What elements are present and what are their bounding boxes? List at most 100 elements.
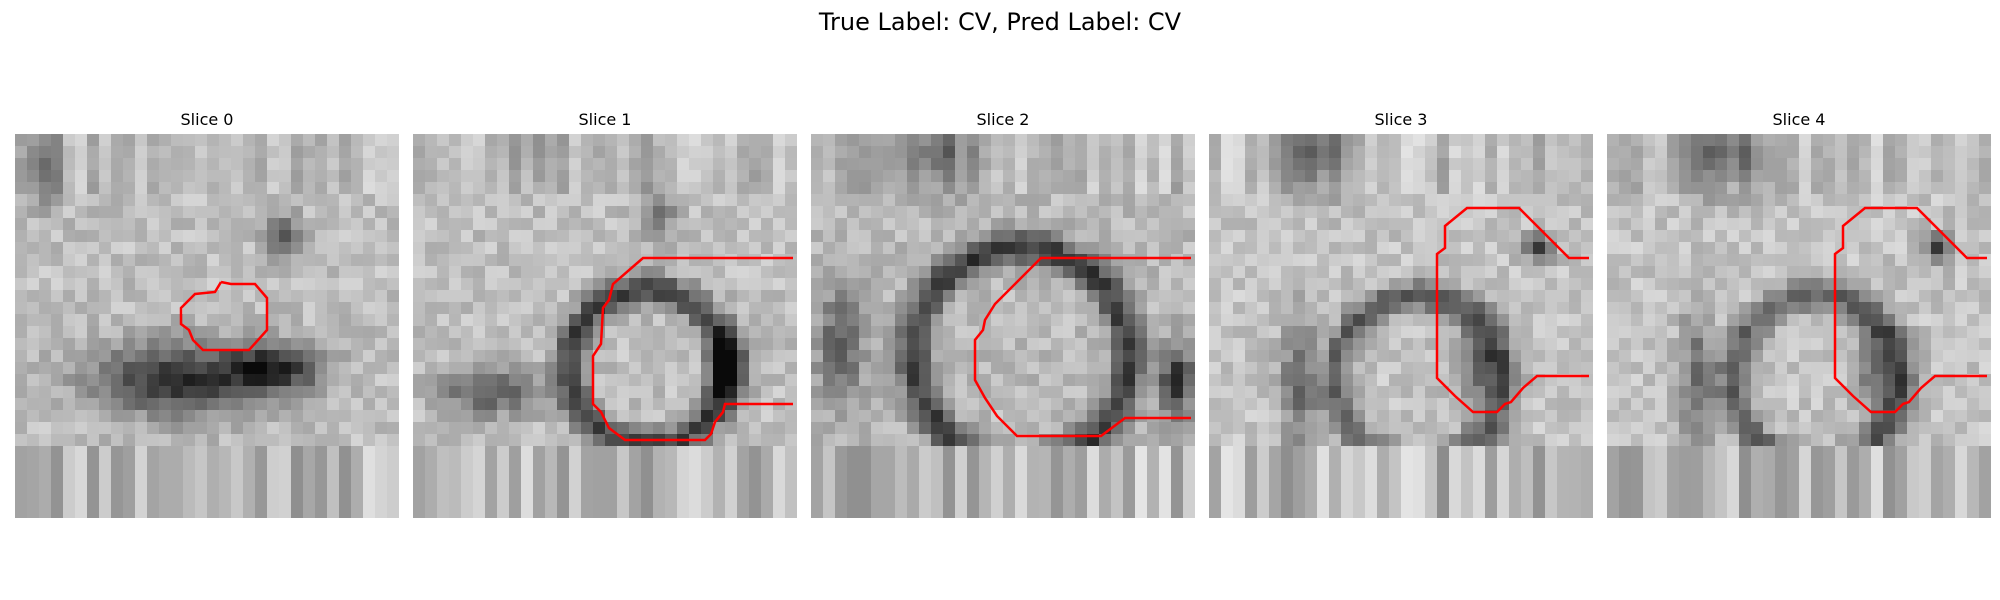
image-pixel: [593, 446, 606, 459]
image-pixel: [1039, 230, 1052, 243]
image-pixel: [1667, 266, 1680, 279]
image-pixel: [859, 218, 872, 231]
image-pixel: [569, 410, 582, 423]
image-pixel: [461, 134, 474, 147]
image-pixel: [243, 470, 256, 483]
image-pixel: [1305, 302, 1318, 315]
image-pixel: [1461, 230, 1474, 243]
image-pixel: [545, 278, 558, 291]
image-pixel: [1607, 230, 1620, 243]
image-pixel: [1895, 290, 1908, 303]
image-pixel: [485, 170, 498, 183]
image-pixel: [557, 386, 570, 399]
image-pixel: [785, 146, 797, 159]
image-pixel: [749, 458, 762, 471]
image-pixel: [1799, 194, 1812, 207]
image-pixel: [1871, 326, 1884, 339]
image-pixel: [955, 362, 968, 375]
image-pixel: [773, 386, 786, 399]
image-pixel: [1233, 338, 1246, 351]
image-pixel: [1135, 446, 1148, 459]
image-pixel: [1075, 170, 1088, 183]
image-pixel: [1221, 170, 1234, 183]
image-pixel: [907, 410, 920, 423]
image-pixel: [1727, 218, 1740, 231]
image-pixel: [387, 194, 399, 207]
image-pixel: [1787, 434, 1800, 447]
image-pixel: [955, 470, 968, 483]
image-pixel: [991, 158, 1004, 171]
image-pixel: [1569, 206, 1582, 219]
image-pixel: [943, 410, 956, 423]
image-pixel: [1751, 278, 1764, 291]
image-pixel: [1533, 254, 1546, 267]
image-pixel: [1763, 278, 1776, 291]
image-pixel: [1449, 434, 1462, 447]
image-pixel: [255, 278, 268, 291]
image-pixel: [1003, 326, 1016, 339]
image-pixel: [1123, 422, 1136, 435]
image-pixel: [1389, 194, 1402, 207]
image-pixel: [1365, 230, 1378, 243]
image-pixel: [1305, 182, 1318, 195]
image-pixel: [1919, 194, 1932, 207]
image-pixel: [1305, 374, 1318, 387]
image-pixel: [1401, 350, 1414, 363]
image-pixel: [1943, 314, 1956, 327]
image-pixel: [1497, 314, 1510, 327]
image-pixel: [351, 194, 364, 207]
image-pixel: [1099, 362, 1112, 375]
image-pixel: [1135, 158, 1148, 171]
image-pixel: [1751, 350, 1764, 363]
image-pixel: [159, 470, 172, 483]
image-pixel: [1799, 206, 1812, 219]
image-pixel: [303, 494, 316, 507]
image-pixel: [51, 410, 64, 423]
image-pixel: [1305, 134, 1318, 147]
image-pixel: [713, 434, 726, 447]
image-pixel: [713, 206, 726, 219]
image-pixel: [473, 422, 486, 435]
image-pixel: [267, 386, 280, 399]
image-pixel: [641, 470, 654, 483]
image-pixel: [1859, 170, 1872, 183]
image-pixel: [689, 254, 702, 267]
image-pixel: [1147, 290, 1160, 303]
image-pixel: [1727, 134, 1740, 147]
image-pixel: [1365, 146, 1378, 159]
image-pixel: [1631, 350, 1644, 363]
image-pixel: [593, 206, 606, 219]
image-pixel: [521, 326, 534, 339]
image-pixel: [1389, 254, 1402, 267]
image-pixel: [449, 146, 462, 159]
image-pixel: [327, 350, 340, 363]
image-pixel: [1039, 146, 1052, 159]
image-pixel: [27, 218, 40, 231]
image-pixel: [1859, 410, 1872, 423]
image-pixel: [1569, 182, 1582, 195]
image-pixel: [1919, 290, 1932, 303]
image-pixel: [1377, 506, 1390, 518]
image-pixel: [351, 314, 364, 327]
image-pixel: [51, 386, 64, 399]
image-pixel: [1341, 494, 1354, 507]
image-pixel: [1051, 338, 1064, 351]
image-pixel: [171, 374, 184, 387]
image-pixel: [1353, 290, 1366, 303]
image-pixel: [291, 182, 304, 195]
image-pixel: [1437, 206, 1450, 219]
image-pixel: [1233, 458, 1246, 471]
image-pixel: [1739, 362, 1752, 375]
image-pixel: [1907, 242, 1920, 255]
image-pixel: [895, 470, 908, 483]
image-pixel: [87, 374, 100, 387]
image-pixel: [1473, 218, 1486, 231]
image-pixel: [1111, 314, 1124, 327]
image-pixel: [1245, 230, 1258, 243]
image-pixel: [473, 470, 486, 483]
image-pixel: [1607, 290, 1620, 303]
image-pixel: [291, 374, 304, 387]
image-pixel: [1353, 242, 1366, 255]
image-pixel: [605, 410, 618, 423]
image-pixel: [1967, 338, 1980, 351]
